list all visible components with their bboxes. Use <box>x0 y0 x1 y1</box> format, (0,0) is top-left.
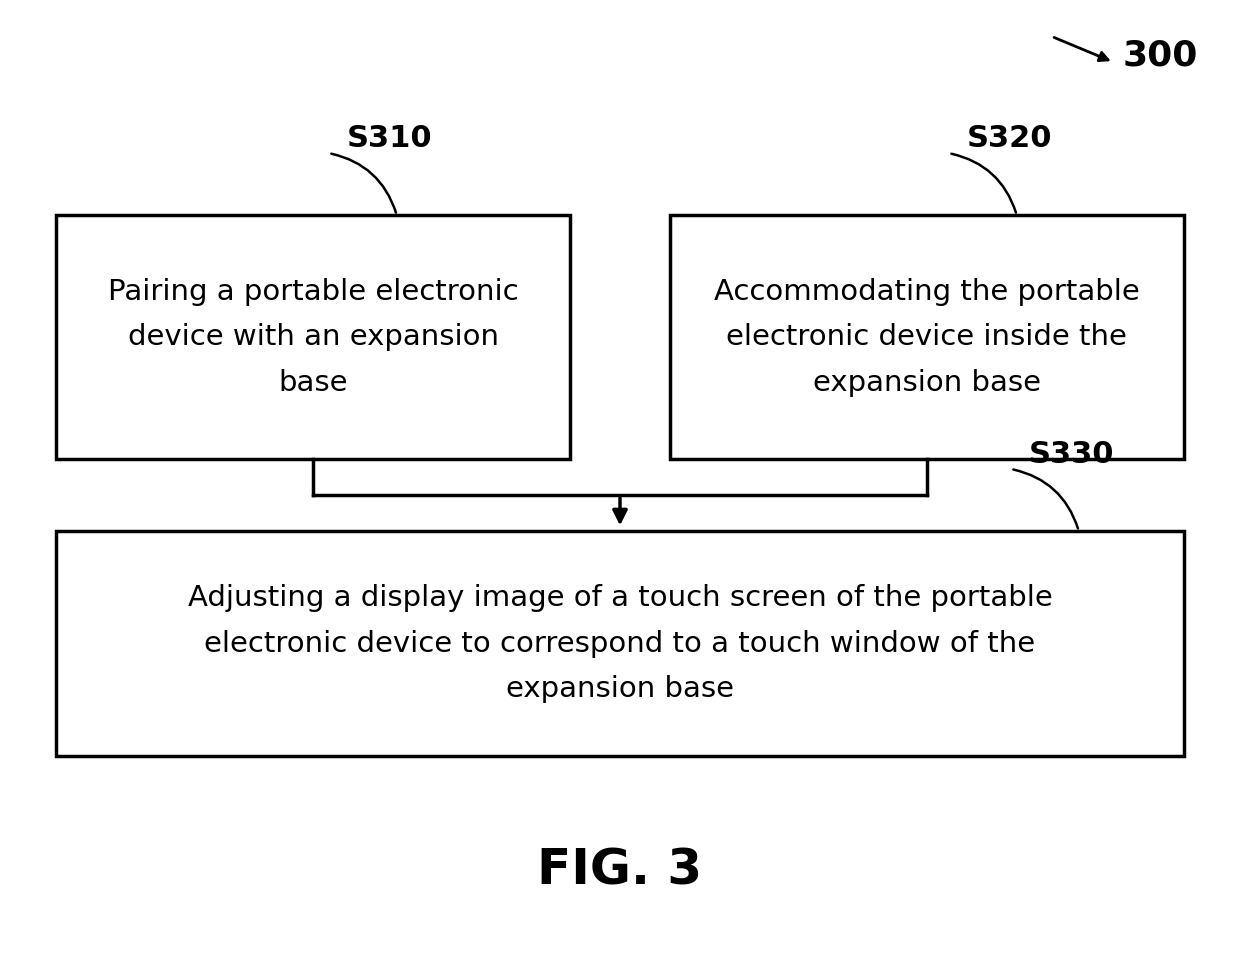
FancyBboxPatch shape <box>670 215 1184 459</box>
Text: S330: S330 <box>1029 440 1115 469</box>
Text: Adjusting a display image of a touch screen of the portable
electronic device to: Adjusting a display image of a touch scr… <box>187 584 1053 703</box>
Text: S320: S320 <box>967 124 1053 153</box>
Text: 300: 300 <box>1122 38 1198 73</box>
FancyBboxPatch shape <box>56 215 570 459</box>
Text: S310: S310 <box>347 124 433 153</box>
FancyBboxPatch shape <box>56 531 1184 756</box>
Text: Accommodating the portable
electronic device inside the
expansion base: Accommodating the portable electronic de… <box>714 278 1140 397</box>
Text: Pairing a portable electronic
device with an expansion
base: Pairing a portable electronic device wit… <box>108 278 518 397</box>
Text: FIG. 3: FIG. 3 <box>537 847 703 895</box>
